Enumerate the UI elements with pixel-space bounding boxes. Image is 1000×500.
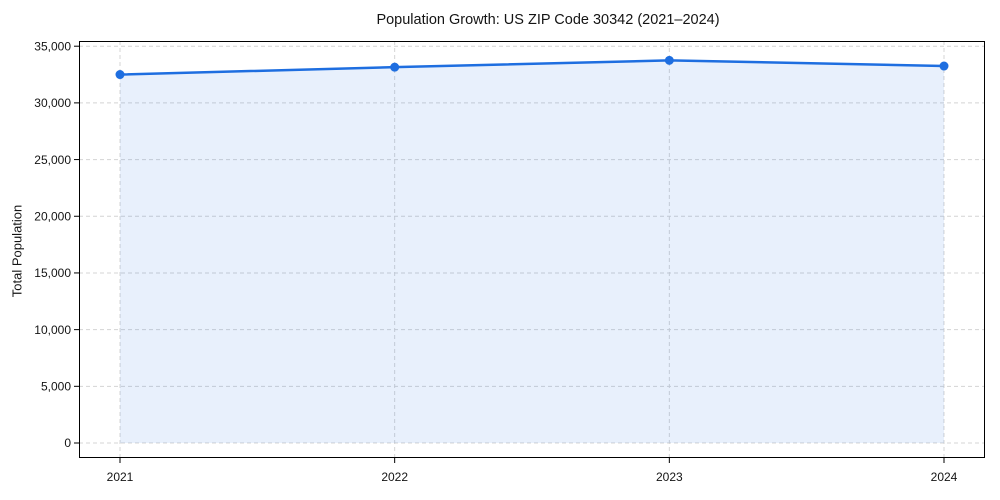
data-point: [115, 70, 125, 80]
x-tick-label: 2024: [931, 470, 958, 484]
y-tick-label: 10,000: [34, 323, 71, 337]
y-tick-label: 30,000: [34, 96, 71, 110]
x-tick-label: 2021: [107, 470, 134, 484]
y-tick-label: 25,000: [34, 153, 71, 167]
y-tick-label: 35,000: [34, 39, 71, 53]
data-point: [390, 62, 400, 72]
x-tick-label: 2023: [656, 470, 683, 484]
y-tick-label: 20,000: [34, 209, 71, 223]
data-point: [939, 61, 949, 71]
plot-border: [79, 41, 985, 458]
y-tick-label: 15,000: [34, 266, 71, 280]
data-point: [664, 55, 674, 65]
series-line: [118, 59, 946, 76]
area-fill: [120, 60, 944, 443]
y-tick-label: 0: [64, 436, 71, 450]
y-tick-label: 5,000: [41, 380, 71, 394]
x-tick-label: 2022: [381, 470, 408, 484]
chart-title: Population Growth: US ZIP Code 30342 (20…: [376, 12, 720, 28]
